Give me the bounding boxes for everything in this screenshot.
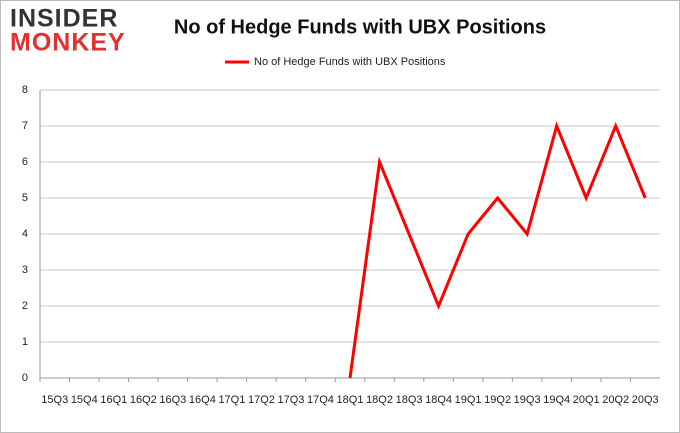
x-tick-label: 18Q1 <box>337 394 364 406</box>
logo-top: INSIDER <box>10 5 118 33</box>
x-tick-label: 17Q1 <box>218 394 245 406</box>
x-tick-label: 19Q1 <box>455 394 482 406</box>
x-tick-label: 20Q2 <box>602 394 629 406</box>
y-tick-label: 5 <box>22 192 28 204</box>
y-tick-label: 6 <box>22 156 28 168</box>
legend-label: No of Hedge Funds with UBX Positions <box>254 56 446 68</box>
y-tick-label: 7 <box>22 120 28 132</box>
data-line <box>348 121 647 379</box>
y-tick-label: 4 <box>22 228 28 240</box>
chart-title: No of Hedge Funds with UBX Positions <box>174 16 546 38</box>
x-tick-label: 19Q4 <box>543 394 570 406</box>
x-tick-label: 16Q1 <box>100 394 127 406</box>
x-tick-label: 18Q3 <box>396 394 423 406</box>
x-tick-label: 17Q4 <box>307 394 334 406</box>
y-tick-label: 3 <box>22 264 28 276</box>
x-tick-label: 16Q2 <box>130 394 157 406</box>
y-tick-label: 1 <box>22 336 28 348</box>
x-tick-label: 19Q3 <box>514 394 541 406</box>
y-tick-label: 8 <box>22 84 28 96</box>
x-tick-label: 19Q2 <box>484 394 511 406</box>
x-tick-label: 15Q3 <box>41 394 68 406</box>
x-tick-label: 18Q2 <box>366 394 393 406</box>
x-tick-label: 16Q4 <box>189 394 216 406</box>
y-tick-label: 0 <box>22 372 28 384</box>
x-tick-label: 16Q3 <box>159 394 186 406</box>
y-tick-label: 2 <box>22 300 28 312</box>
x-tick-label: 15Q4 <box>71 394 98 406</box>
x-tick-label: 20Q1 <box>573 394 600 406</box>
logo-bottom: MONKEY <box>10 29 126 57</box>
x-tick-label: 20Q3 <box>632 394 659 406</box>
x-tick-label: 18Q4 <box>425 394 452 406</box>
x-tick-label: 17Q2 <box>248 394 275 406</box>
x-tick-label: 17Q3 <box>277 394 304 406</box>
